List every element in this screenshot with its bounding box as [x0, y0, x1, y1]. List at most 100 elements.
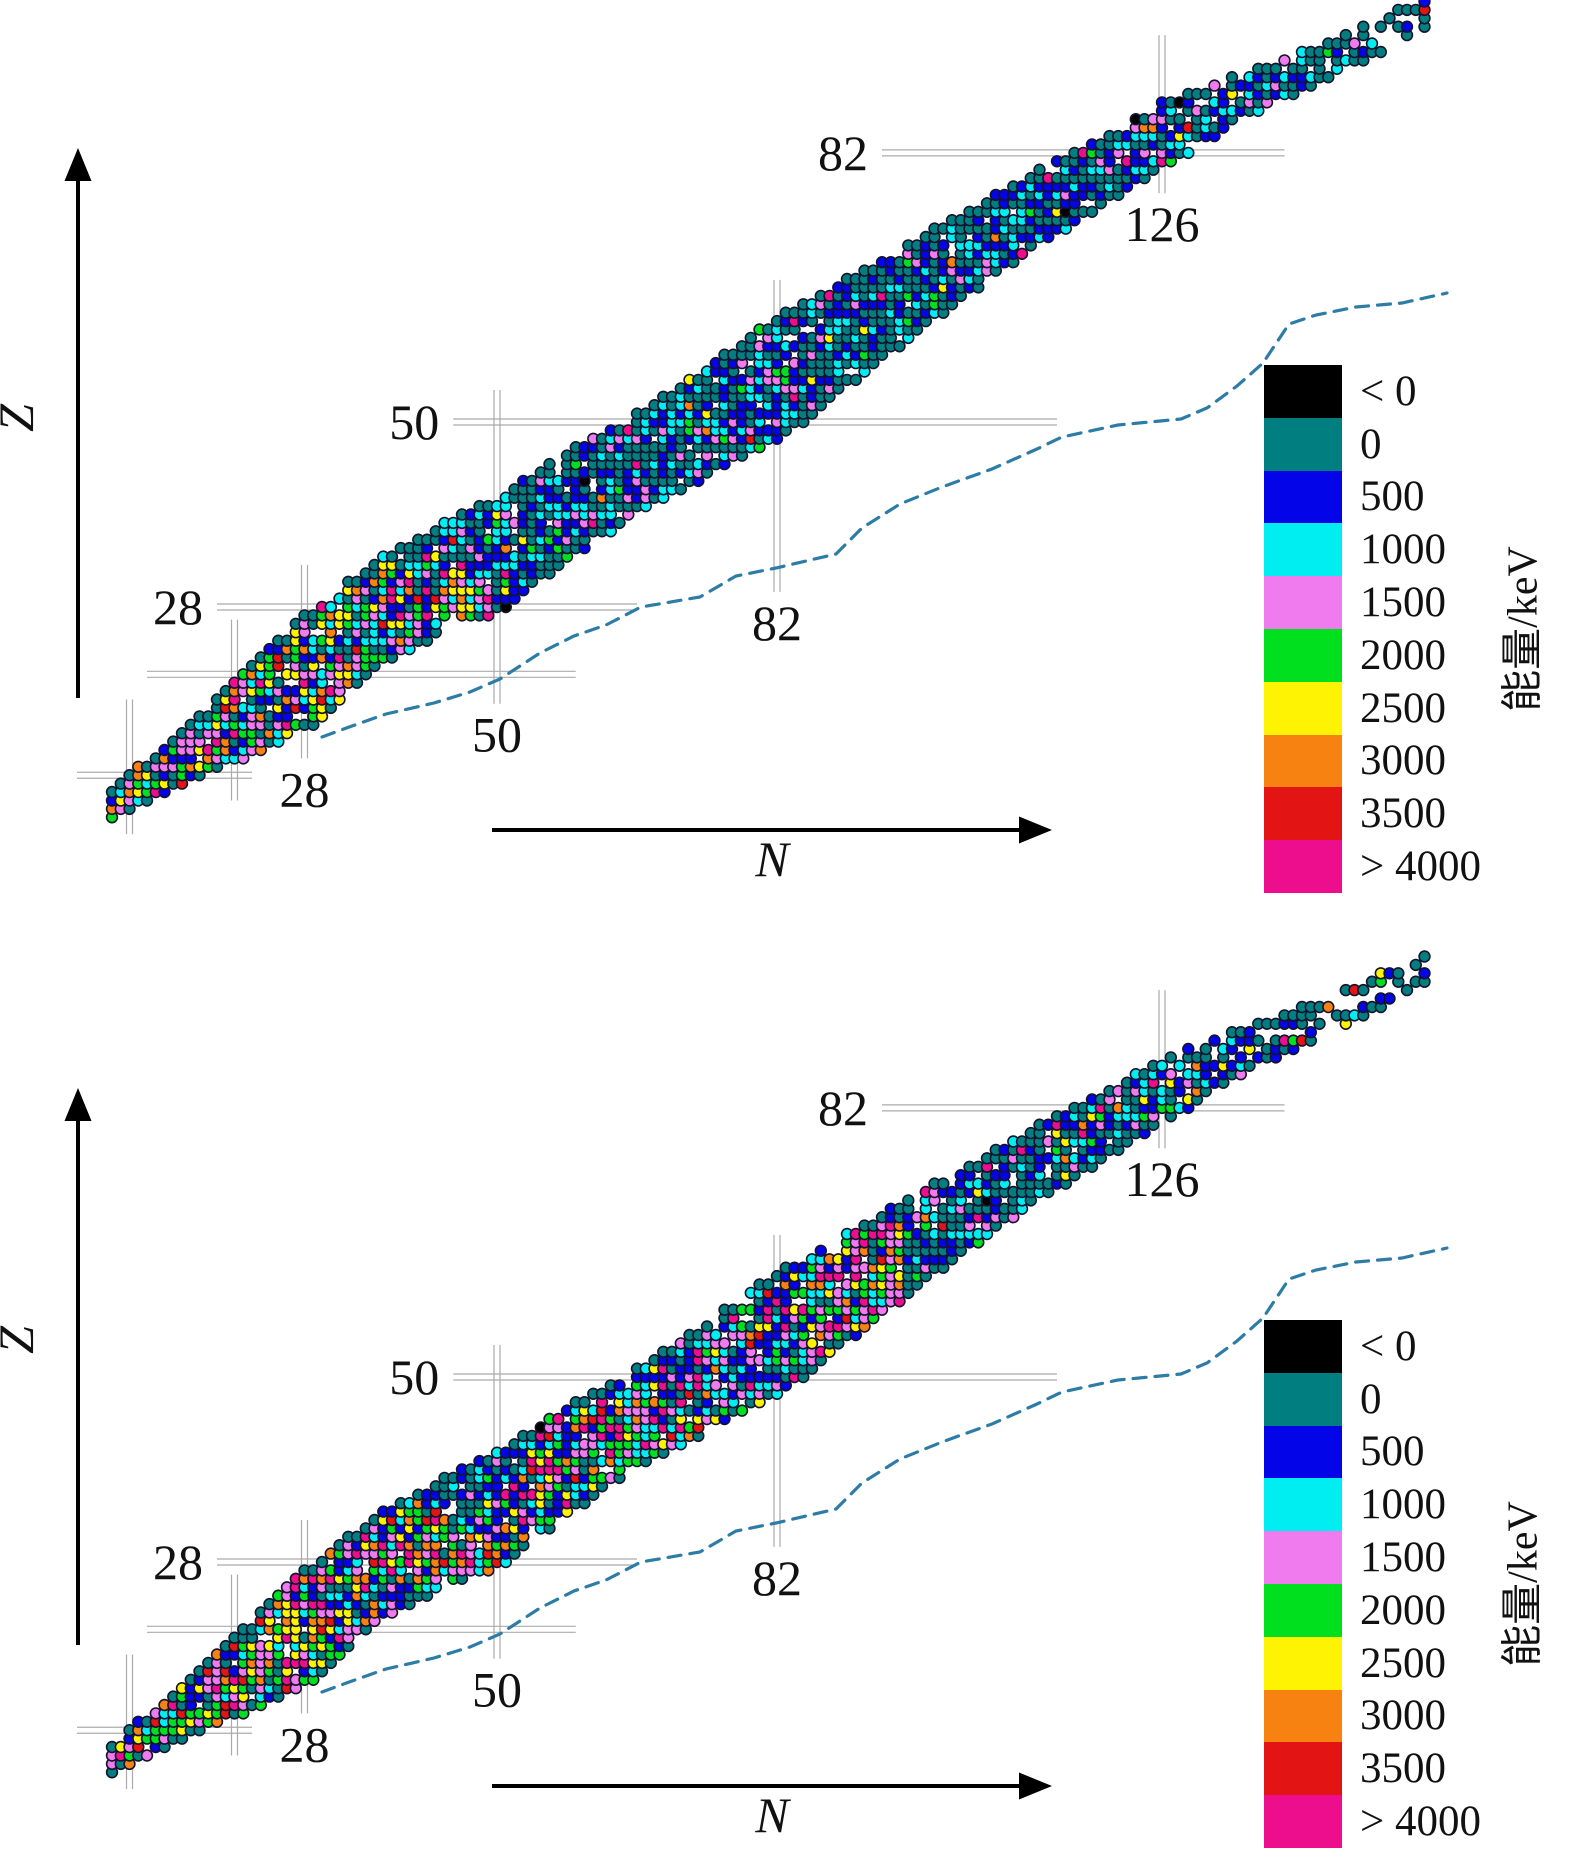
legend-label-9: > 4000 — [1360, 843, 1482, 891]
nuclide-dot — [849, 373, 862, 387]
legend-row: > 4000 — [1264, 840, 1574, 893]
magic-label-z-50: 50 — [389, 1349, 439, 1405]
nuclide-dot — [674, 483, 687, 496]
legend-swatch-5 — [1264, 628, 1342, 682]
nuclide-dot — [1374, 45, 1388, 59]
nuclide-dot — [1173, 1059, 1186, 1073]
n-axis-label: N — [754, 1787, 791, 1843]
z-axis-arrowhead-icon — [64, 1088, 92, 1121]
nuclide-dot — [1418, 967, 1431, 980]
z-axis-label: Z — [0, 403, 44, 432]
legend-label-3: 1000 — [1360, 526, 1446, 574]
nuclide-dot — [1322, 1000, 1335, 1014]
legend-label-7: 3000 — [1360, 1692, 1446, 1740]
legend-swatch-5 — [1264, 1583, 1342, 1637]
nuclide-dot — [1182, 1042, 1195, 1056]
nuclide-dot — [1313, 1017, 1326, 1030]
legend-row: 3500 — [1264, 787, 1574, 841]
nuclide-dot — [1418, 0, 1431, 8]
magic-label-z-82: 82 — [818, 1080, 868, 1136]
nuclide-dot — [429, 617, 442, 630]
nuclide-dot — [1392, 967, 1405, 980]
legend-label-0: < 0 — [1360, 1322, 1417, 1370]
legend-label-4: 1500 — [1360, 1534, 1446, 1582]
nuclide-dot — [1374, 20, 1388, 33]
legend-row: 1000 — [1264, 1478, 1574, 1532]
nuclide-dot — [1085, 205, 1099, 219]
legend-swatch-7 — [1264, 734, 1342, 788]
magic-label-n-126: 126 — [1125, 196, 1200, 252]
nuclide-dot — [385, 550, 399, 563]
nuclide-dot — [1164, 1051, 1178, 1064]
nuclide-dot — [1304, 1025, 1318, 1039]
nuclide-dot — [902, 1194, 915, 1207]
nuclide-dot — [1278, 54, 1291, 67]
nuclide-dot — [735, 1404, 749, 1417]
legend-row: > 4000 — [1264, 1795, 1574, 1848]
magic-label-z-28: 28 — [153, 1534, 203, 1590]
legend-label-9: > 4000 — [1360, 1798, 1482, 1846]
legend-swatch-2 — [1264, 470, 1342, 524]
legend-label-5: 2000 — [1360, 1586, 1446, 1634]
magic-label-n-82: 82 — [752, 595, 802, 651]
nuclide-dot — [937, 1177, 950, 1190]
n-axis-arrowhead-icon — [1019, 1772, 1052, 1800]
legend-row: 1000 — [1264, 523, 1574, 577]
nuclide-dot — [552, 1412, 565, 1426]
legend-swatch-2 — [1264, 1425, 1342, 1479]
nuclide-dot — [1243, 1059, 1256, 1073]
magic-label-n-82: 82 — [752, 1550, 802, 1606]
legend-swatch-0 — [1264, 365, 1342, 418]
legend-label-1: 0 — [1360, 1375, 1382, 1423]
nuclide-dot — [893, 340, 906, 353]
energy-legend-title: 能量/keV — [1500, 546, 1547, 712]
legend-swatch-4 — [1264, 1531, 1342, 1584]
nuclide-dot — [1208, 1034, 1221, 1047]
legend-label-3: 1000 — [1360, 1481, 1446, 1529]
chart-top-magic-labels: 28 50 82 28 50 82 126 — [153, 125, 1200, 818]
nuclide-dot — [1400, 20, 1414, 33]
nuclide-dot — [1182, 146, 1195, 160]
nuclide-dot — [1418, 950, 1431, 963]
nuclide-dot — [1173, 112, 1186, 126]
nuclide-dot — [1400, 983, 1414, 997]
legend-swatch-3 — [1264, 1478, 1342, 1532]
nuclide-dot — [762, 1278, 775, 1291]
legend-row: 2000 — [1264, 1583, 1574, 1637]
nuclide-dot — [1208, 79, 1221, 92]
legend-label-1: 0 — [1360, 420, 1382, 468]
legend-row: 0 — [1264, 417, 1574, 471]
legend-swatch-8 — [1264, 1742, 1342, 1796]
nuclide-dot — [744, 331, 757, 345]
nuclide-dot — [613, 516, 626, 530]
legend-swatch-9 — [1264, 1795, 1342, 1848]
chart-bottom: 285082285082126ZN — [0, 950, 1449, 1843]
legend-swatch-1 — [1264, 417, 1342, 471]
magic-label-z-82: 82 — [818, 125, 868, 181]
legend-label-6: 2500 — [1360, 1639, 1446, 1687]
legend-row: 0 — [1264, 1372, 1574, 1426]
legend-swatch-6 — [1264, 681, 1342, 735]
legend-label-8: 3500 — [1360, 790, 1446, 838]
z-axis-arrowhead-icon — [64, 148, 92, 181]
legend-row: 3500 — [1264, 1742, 1574, 1796]
legend-label-6: 2500 — [1360, 684, 1446, 732]
legend-label-7: 3000 — [1360, 737, 1446, 785]
nuclide-dot — [1357, 983, 1370, 997]
nuclide-dot — [709, 1379, 722, 1392]
nuclide-dot — [1383, 992, 1396, 1005]
magic-label-n-50: 50 — [472, 1662, 522, 1718]
legend-swatch-8 — [1264, 787, 1342, 841]
nuclide-dot — [1252, 1034, 1265, 1047]
legend-label-2: 500 — [1360, 473, 1425, 521]
nuclide-dot — [718, 1337, 731, 1350]
nuclide-dot — [613, 1379, 626, 1392]
legend-row: 3000 — [1264, 734, 1574, 788]
nuclide-dot — [1383, 12, 1396, 25]
legend-row: 500 — [1264, 1425, 1574, 1479]
nuclide-dot — [1357, 20, 1370, 33]
legend-swatch-1 — [1264, 1372, 1342, 1426]
chart-top: 285082285082126ZN — [0, 0, 1449, 887]
legend-row: < 0 — [1264, 365, 1574, 418]
